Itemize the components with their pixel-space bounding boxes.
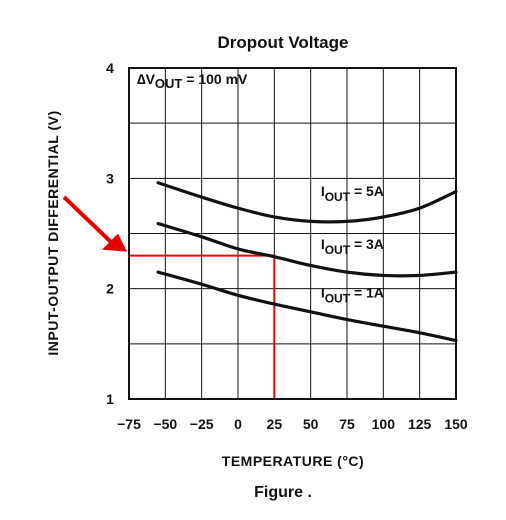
series-labels: IOUT = 5A IOUT = 3A IOUT = 1A xyxy=(321,183,384,306)
y-tick-label: 4 xyxy=(106,60,114,76)
x-tick-label: −75 xyxy=(117,416,141,432)
x-tick-label: −50 xyxy=(153,416,177,432)
y-tick-label: 3 xyxy=(106,170,114,186)
x-axis-label: TEMPERATURE (°C) xyxy=(222,453,364,469)
x-tick-label: 75 xyxy=(339,416,355,432)
condition-annotation: ∆VOUT = 100 mV xyxy=(137,71,248,91)
figure-caption: Figure . xyxy=(254,484,312,501)
series-label-3a: IOUT = 3A xyxy=(321,236,384,257)
series-label-5a: IOUT = 5A xyxy=(321,183,384,204)
highlight-arrow-shaft xyxy=(62,195,114,245)
plot-frame xyxy=(128,67,457,400)
x-tick-label: 0 xyxy=(234,416,242,432)
x-tick-label: 100 xyxy=(372,416,396,432)
y-axis-label: INPUT-OUTPUT DIFFERENTIAL (V) xyxy=(45,110,61,355)
y-tick-label: 2 xyxy=(106,281,114,297)
grid xyxy=(128,67,457,400)
x-tick-label: 50 xyxy=(303,416,319,432)
series-label-1a: IOUT = 1A xyxy=(321,284,384,305)
x-tick-labels: −75 −50 −25 0 25 50 75 100 125 150 xyxy=(117,416,468,432)
x-tick-label: −25 xyxy=(190,416,214,432)
series-curve-3a xyxy=(156,221,458,278)
x-tick-label: 25 xyxy=(267,416,283,432)
y-tick-labels: 1 2 3 4 xyxy=(106,60,114,407)
highlight-arrow-head xyxy=(102,233,127,252)
y-tick-label: 1 xyxy=(106,391,114,407)
x-tick-label: 125 xyxy=(408,416,432,432)
series-curve-1a xyxy=(156,270,458,343)
series-curve-5a xyxy=(156,181,458,224)
series-curves xyxy=(156,181,458,343)
chart-title: Dropout Voltage xyxy=(218,33,349,52)
x-tick-label: 150 xyxy=(444,416,468,432)
